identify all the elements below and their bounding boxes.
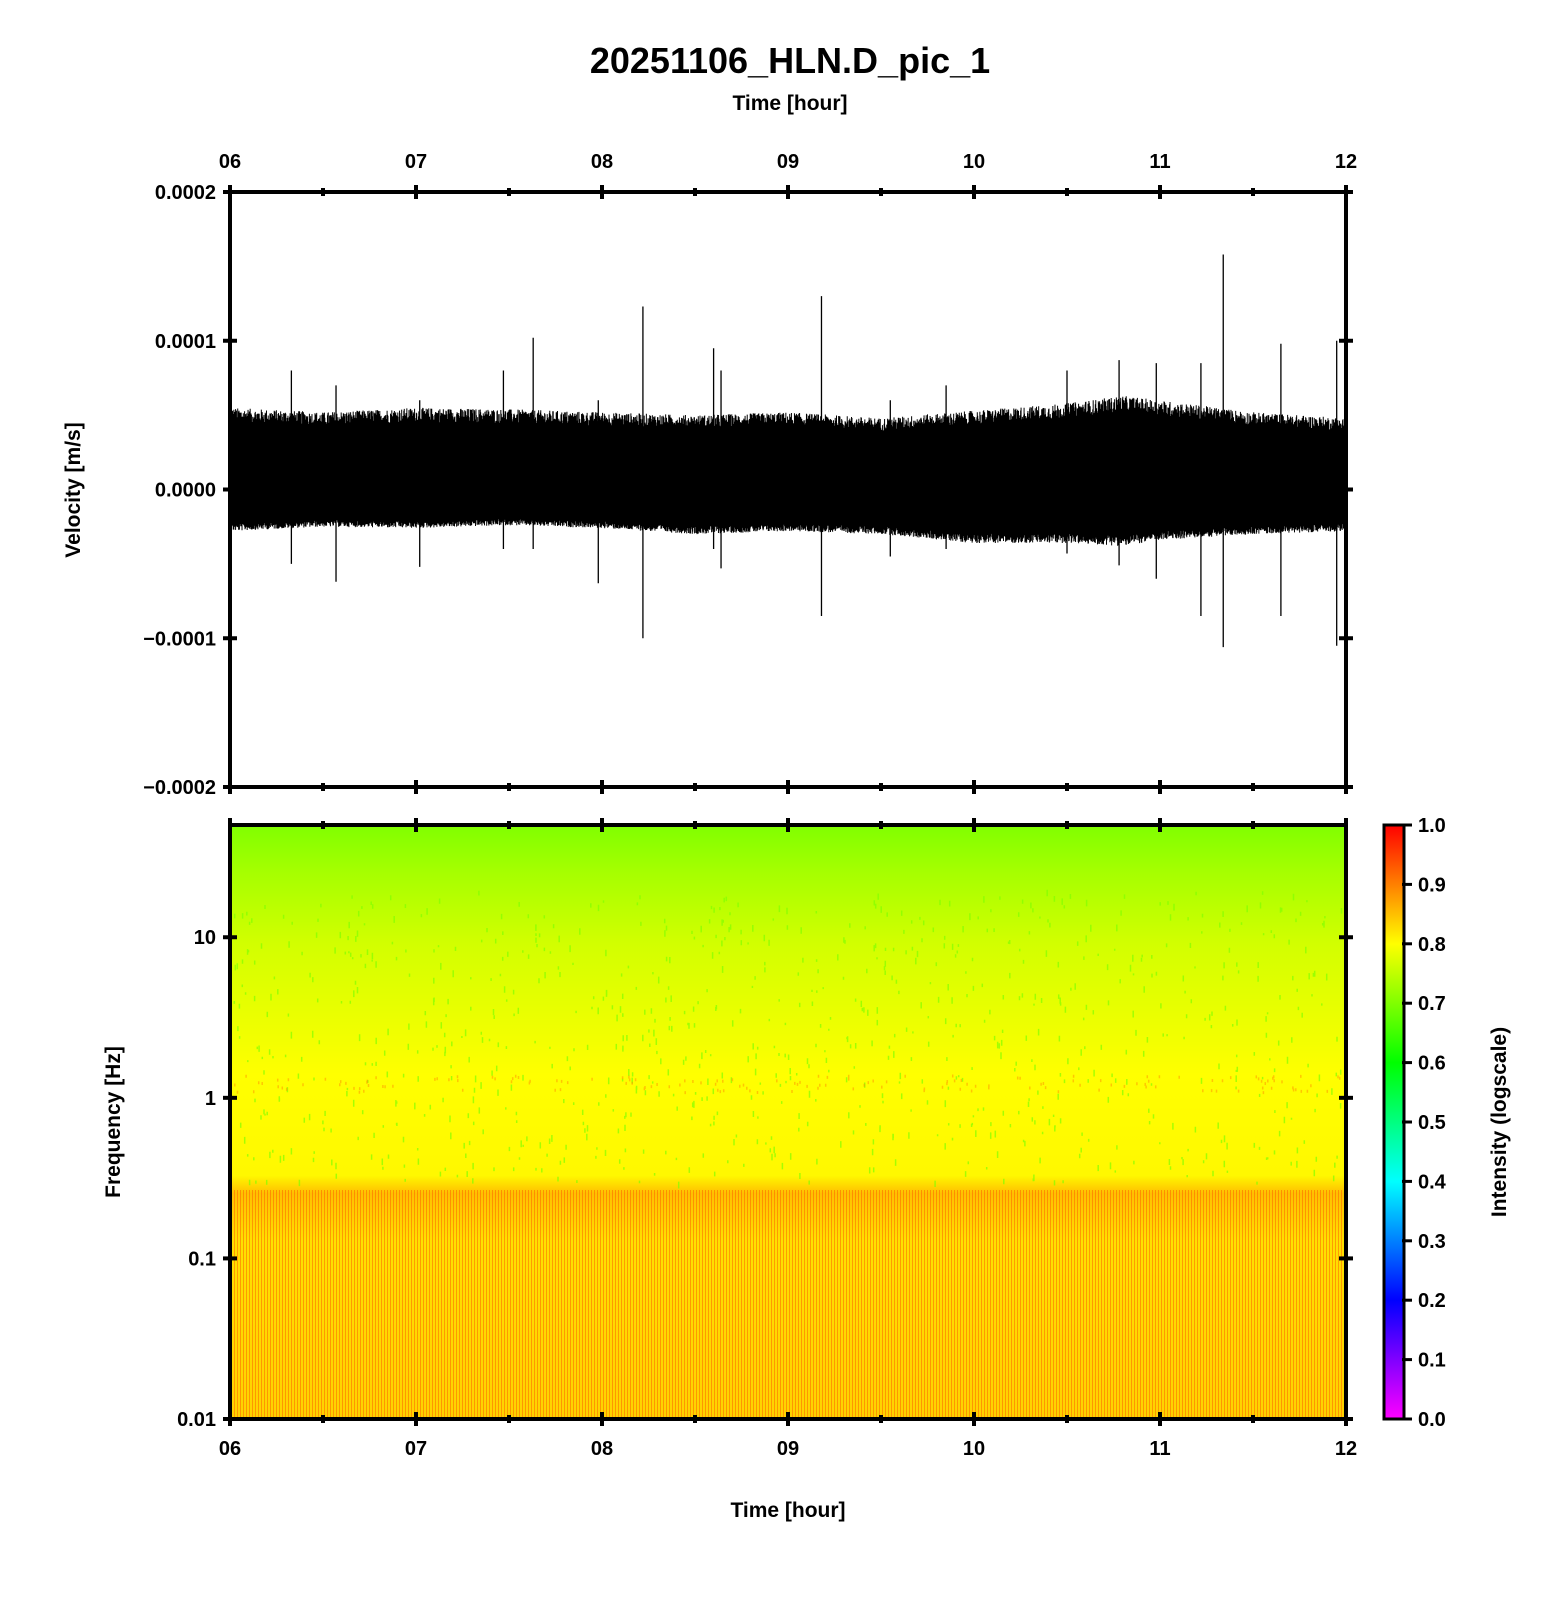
- bottom-x-tick-label: 10: [963, 1438, 985, 1460]
- spectrogram-plot-frame: [228, 823, 1348, 1421]
- top-x-tick-label: 12: [1335, 151, 1357, 173]
- top-x-tick-label: 06: [219, 151, 241, 173]
- velocity-trace-core: [230, 414, 1346, 535]
- bottom-x-tick-label: 11: [1149, 1438, 1170, 1460]
- spectrogram-speckles: [233, 889, 1343, 1189]
- spectrogram-fine-structure: [230, 1190, 1346, 1419]
- spectrogram-speckle: [233, 889, 1343, 1189]
- velocity-y-tick-label: −0.0001: [143, 628, 216, 650]
- frequency-y-tick-label: 0.01: [177, 1409, 216, 1431]
- colorbar-tick-label: 0.4: [1418, 1171, 1447, 1193]
- colorbar-tick-label: 1.0: [1418, 815, 1446, 837]
- top-x-tick-label: 08: [591, 151, 613, 173]
- colorbar-tick-label: 0.6: [1418, 1053, 1446, 1075]
- velocity-y-axis-label: Velocity [m/s]: [62, 422, 85, 557]
- velocity-y-tick-label: −0.0002: [143, 777, 216, 799]
- colorbar-ticks: 0.0 0.1 0.2 0.3 0.4 0.5 0.6 0.7 0.8 0.9 1.0: [1402, 815, 1447, 1431]
- top-x-tick-label: 10: [963, 151, 985, 173]
- bottom-x-tick-label: 08: [591, 1438, 613, 1460]
- chart-title: 20251106_HLN.D_pic_1: [590, 40, 990, 81]
- colorbar-tick-label: 0.5: [1418, 1112, 1446, 1134]
- velocity-y-tick-label: 0.0000: [155, 480, 216, 502]
- colorbar: 0.0 0.1 0.2 0.3 0.4 0.5 0.6 0.7 0.8 0.9 1.0 Intens…: [1382, 815, 1511, 1431]
- frequency-y-tick-label: 1: [205, 1088, 216, 1110]
- spectrogram-speckle-warm: [234, 1074, 1341, 1095]
- velocity-panel: 06 07 08 09 10 11 12 0.0002 0.0001 0.0000 −0.0001 −…: [62, 151, 1357, 799]
- top-x-tick-label: 09: [777, 151, 799, 173]
- velocity-trace-layer: [229, 254, 1347, 648]
- top-x-tick-label: 07: [405, 151, 427, 173]
- colorbar-tick-label: 0.7: [1418, 993, 1446, 1015]
- bottom-x-tick-label: 07: [405, 1438, 427, 1460]
- spectrogram-y-axis-label: Frequency [Hz]: [102, 1046, 125, 1198]
- frequency-y-tick-label: 10: [194, 927, 216, 949]
- bottom-x-tick-label: 09: [777, 1438, 799, 1460]
- bottom-x-tick-label: 06: [219, 1438, 241, 1460]
- velocity-y-tick-label: 0.0002: [155, 182, 216, 204]
- colorbar-tick-label: 0.2: [1418, 1290, 1446, 1312]
- colorbar-tick-label: 0.9: [1418, 874, 1446, 896]
- velocity-y-tick-label: 0.0001: [155, 331, 216, 353]
- frequency-y-tick-label: 0.1: [188, 1248, 216, 1270]
- top-x-tick-label: 11: [1149, 151, 1170, 173]
- colorbar-tick-label: 0.3: [1418, 1231, 1446, 1253]
- colorbar-tick-label: 0.8: [1418, 934, 1446, 956]
- colorbar-gradient: [1382, 823, 1406, 1421]
- top-x-axis-label: Time [hour]: [732, 92, 847, 115]
- bottom-x-axis-label: Time [hour]: [730, 1499, 845, 1522]
- velocity-plot-frame: [228, 190, 1348, 789]
- bottom-x-tick-label: 12: [1335, 1438, 1357, 1460]
- colorbar-label: Intensity (logscale): [1488, 1027, 1511, 1217]
- colorbar-tick-label: 0.1: [1418, 1350, 1446, 1372]
- colorbar-tick-label: 0.0: [1418, 1409, 1446, 1431]
